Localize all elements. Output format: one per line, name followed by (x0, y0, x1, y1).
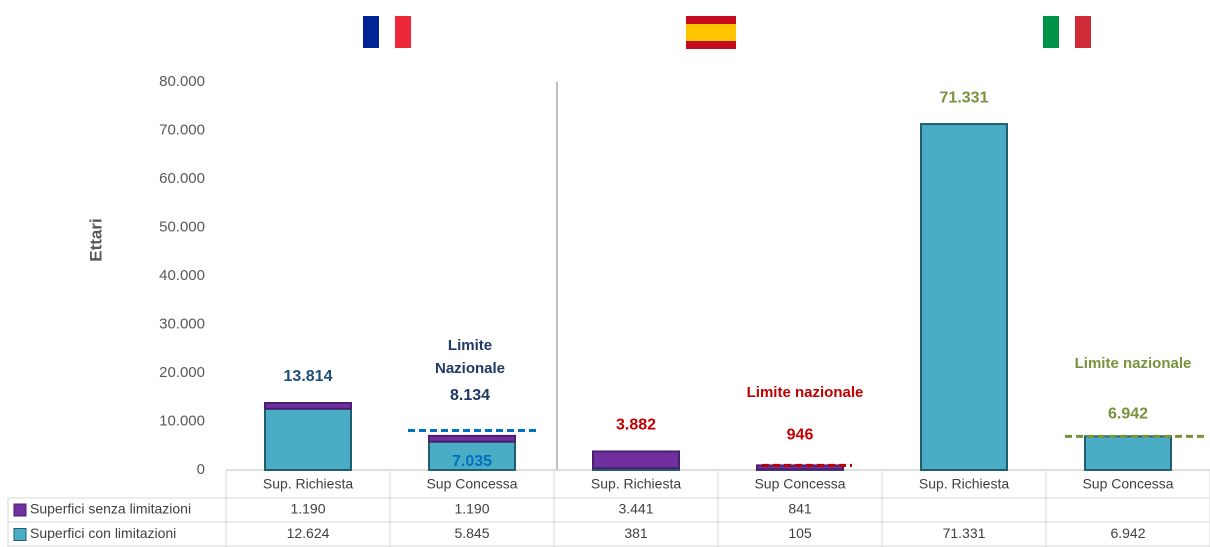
bar-segment (428, 440, 516, 472)
total-label: 71.331 (940, 89, 989, 106)
y-tick-label: 50.000 (159, 218, 205, 235)
table-cell: 12.624 (287, 525, 330, 541)
legend-label: Superfici senza limitazioni (30, 501, 191, 517)
table-cell: 381 (624, 525, 648, 541)
legend-label: Superfici con limitazioni (30, 525, 176, 541)
bar-segment (264, 402, 352, 410)
table-cell: 6.942 (1110, 525, 1145, 541)
table-cell: 1.190 (290, 501, 325, 517)
y-tick-label: 20.000 (159, 364, 205, 381)
bar-segment (428, 434, 516, 443)
legend-swatch (13, 528, 27, 541)
flag-france (363, 16, 411, 48)
limit-value-label: 8.134 (450, 387, 490, 404)
table-cell: 3.441 (618, 501, 653, 517)
x-tick-label: Sup. Richiesta (591, 476, 681, 492)
total-label: 6.942 (1108, 406, 1148, 423)
table-cell: 1.190 (454, 501, 489, 517)
legend-swatch (13, 503, 27, 517)
bar-segment (920, 123, 1008, 471)
y-tick-label: 10.000 (159, 412, 205, 429)
flag-italy (1043, 16, 1091, 48)
y-tick-label: 80.000 (159, 73, 205, 90)
table-cell: 71.331 (943, 525, 986, 541)
y-axis-label: Ettari (86, 218, 105, 261)
total-label: 13.814 (284, 368, 333, 385)
total-label: 7.035 (452, 453, 492, 470)
table-cell: 841 (788, 501, 812, 517)
flag-spain (686, 16, 736, 49)
x-tick-label: Sup. Richiesta (263, 476, 353, 492)
x-tick-label: Sup. Richiesta (919, 476, 1009, 492)
total-label: 946 (787, 427, 814, 444)
total-label: 3.882 (616, 416, 656, 433)
y-tick-label: 0 (197, 461, 205, 478)
table-cell: 105 (788, 525, 812, 541)
y-tick-label: 40.000 (159, 267, 205, 284)
bar-segment (592, 450, 680, 470)
limit-text: Limite nazionale (746, 384, 864, 401)
x-tick-label: Sup Concessa (754, 476, 845, 492)
bar-segment (264, 407, 352, 471)
limit-text: Limite nazionale (1074, 355, 1192, 372)
y-tick-label: 30.000 (159, 315, 205, 332)
table-cell: 5.845 (454, 525, 489, 541)
bar-segment (1084, 435, 1172, 471)
x-tick-label: Sup Concessa (1082, 476, 1173, 492)
limit-text: Limite Nazionale (434, 337, 506, 377)
y-tick-label: 60.000 (159, 170, 205, 187)
x-tick-label: Sup Concessa (426, 476, 517, 492)
y-tick-label: 70.000 (159, 121, 205, 138)
